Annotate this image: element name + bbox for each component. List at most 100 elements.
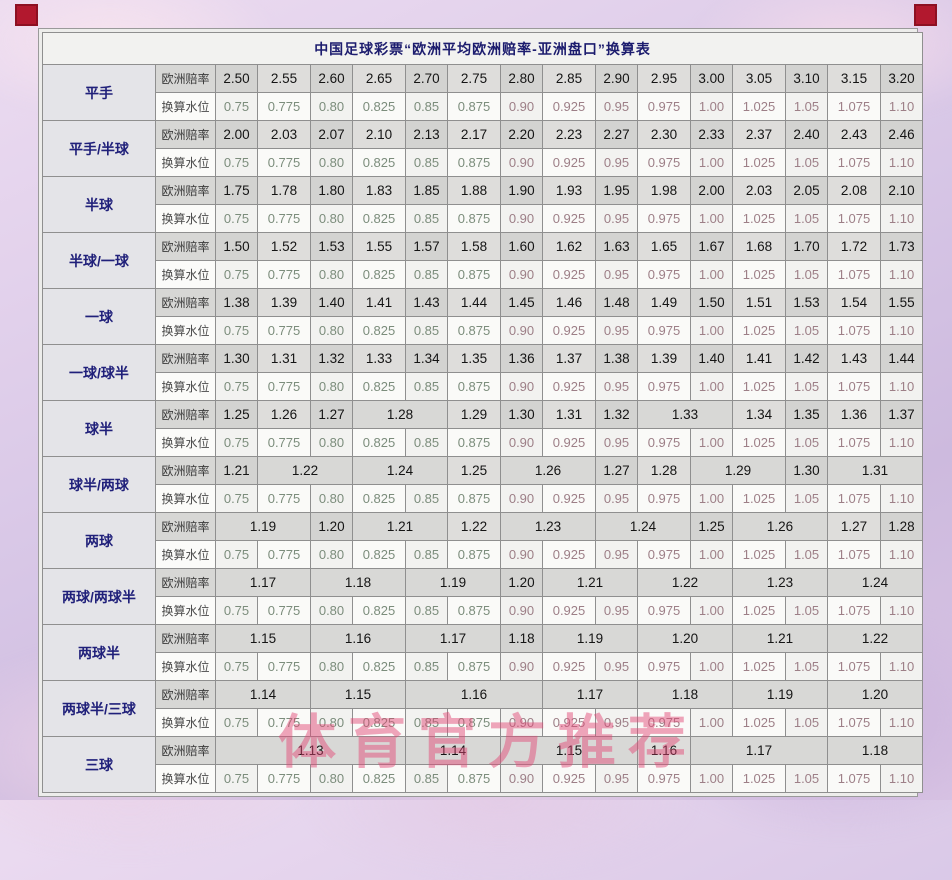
water-cell: 1.075 — [827, 204, 881, 233]
water-cell: 0.975 — [637, 708, 691, 737]
odds-cell: 1.60 — [500, 232, 543, 261]
water-cell: 0.825 — [352, 92, 406, 121]
odds-cell: 1.88 — [447, 176, 501, 205]
odds-cell: 1.27 — [595, 456, 638, 485]
water-cell: 1.05 — [785, 708, 828, 737]
odds-cell: 1.16 — [405, 680, 543, 709]
odds-row: 球半 欧洲赔率 1.25 1.26 1.27 1.28 1.29 1.30 1.31 1.32 1.… — [42, 400, 924, 457]
odds-cell: 2.50 — [215, 64, 258, 93]
water-cell: 1.025 — [732, 260, 786, 289]
water-cell: 1.075 — [827, 484, 881, 513]
water-cell: 0.975 — [637, 484, 691, 513]
water-cell: 0.875 — [447, 540, 501, 569]
water-cell: 0.775 — [257, 148, 311, 177]
odds-cell: 1.55 — [879, 288, 924, 317]
odds-cell: 1.53 — [310, 232, 353, 261]
odds-cell: 2.23 — [542, 120, 596, 149]
odds-cell: 1.23 — [500, 512, 596, 541]
odds-row-label: 欧洲赔率 — [155, 232, 216, 261]
water-cell: 1.025 — [732, 764, 786, 793]
odds-cell: 1.13 — [215, 736, 406, 765]
odds-cell: 1.33 — [352, 344, 406, 373]
odds-conversion-table: 中国足球彩票“欧洲平均欧洲赔率-亚洲盘口”换算表 平手 欧洲赔率 2.50 2.55 2… — [41, 32, 924, 793]
water-cell: 1.05 — [785, 372, 828, 401]
water-cell: 0.95 — [595, 764, 638, 793]
water-cell: 1.10 — [879, 484, 924, 513]
water-cell: 0.925 — [542, 540, 596, 569]
water-cell: 0.80 — [310, 92, 353, 121]
odds-row-label: 欧洲赔率 — [155, 568, 216, 597]
odds-cell: 2.13 — [405, 120, 448, 149]
water-cell: 0.85 — [405, 764, 448, 793]
odds-cell: 1.17 — [405, 624, 501, 653]
water-cell: 0.85 — [405, 316, 448, 345]
handicap-label: 球半 — [42, 400, 156, 457]
odds-cell: 1.24 — [595, 512, 691, 541]
water-cell: 0.75 — [215, 260, 258, 289]
handicap-label: 一球/球半 — [42, 344, 156, 401]
odds-cell: 1.53 — [785, 288, 828, 317]
water-cell: 1.00 — [690, 764, 733, 793]
odds-row: 平手/半球 欧洲赔率 2.00 2.03 2.07 2.10 2.13 2.17 2.20 2.2… — [42, 120, 924, 177]
water-row: 换算水位 0.75 0.775 0.80 0.825 0.85 0.875 0.90 0.925… — [43, 764, 924, 793]
water-cell: 0.975 — [637, 540, 691, 569]
odds-cell: 1.28 — [637, 456, 691, 485]
odds-cell: 1.29 — [447, 400, 501, 429]
odds-cell: 1.20 — [310, 512, 353, 541]
water-cell: 0.95 — [595, 204, 638, 233]
water-row: 换算水位 0.75 0.775 0.80 0.825 0.85 0.875 0.90 0.925… — [43, 316, 924, 345]
water-cell: 1.05 — [785, 652, 828, 681]
handicap-label: 两球 — [42, 512, 156, 569]
odds-cell: 1.18 — [637, 680, 733, 709]
water-row-label: 换算水位 — [155, 484, 216, 513]
odds-cell: 1.19 — [732, 680, 828, 709]
water-cell: 0.875 — [447, 204, 501, 233]
odds-row: 球半/两球 欧洲赔率 1.21 1.22 1.24 1.25 1.26 1.27 1.28 1.2… — [42, 456, 924, 513]
odds-cell: 1.39 — [637, 344, 691, 373]
water-cell: 0.85 — [405, 428, 448, 457]
odds-cell: 1.37 — [542, 344, 596, 373]
odds-cell: 1.15 — [500, 736, 638, 765]
water-cell: 0.875 — [447, 764, 501, 793]
odds-cell: 1.32 — [595, 400, 638, 429]
odds-cell: 1.30 — [215, 344, 258, 373]
water-cell: 0.925 — [542, 708, 596, 737]
water-cell: 1.075 — [827, 372, 881, 401]
odds-cell: 1.18 — [500, 624, 543, 653]
odds-row: 平手 欧洲赔率 2.50 2.55 2.60 2.65 2.70 2.75 2.80 2.85 2.… — [42, 64, 924, 121]
water-cell: 1.00 — [690, 260, 733, 289]
water-cell: 0.75 — [215, 372, 258, 401]
water-cell: 0.825 — [352, 764, 406, 793]
water-cell: 0.825 — [352, 596, 406, 625]
water-cell: 0.90 — [500, 92, 543, 121]
water-cell: 0.95 — [595, 148, 638, 177]
odds-cell: 1.23 — [732, 568, 828, 597]
odds-row: 半球 欧洲赔率 1.75 1.78 1.80 1.83 1.85 1.88 1.90 1.93 1.… — [42, 176, 924, 233]
water-cell: 0.875 — [447, 652, 501, 681]
odds-cell: 1.41 — [352, 288, 406, 317]
odds-cell: 2.10 — [879, 176, 924, 205]
odds-row-label: 欧洲赔率 — [155, 176, 216, 205]
water-cell: 0.85 — [405, 652, 448, 681]
water-cell: 1.025 — [732, 372, 786, 401]
odds-cell: 1.21 — [215, 456, 258, 485]
odds-row: 两球 欧洲赔率 1.19 1.20 1.21 1.22 1.23 1.24 1.25 1.26 1.… — [42, 512, 924, 569]
water-cell: 0.80 — [310, 708, 353, 737]
water-cell: 1.075 — [827, 652, 881, 681]
water-cell: 0.95 — [595, 428, 638, 457]
odds-row-label: 欧洲赔率 — [155, 344, 216, 373]
odds-row: 一球/球半 欧洲赔率 1.30 1.31 1.32 1.33 1.34 1.35 1.36 1.3… — [42, 344, 924, 401]
odds-cell: 3.15 — [827, 64, 881, 93]
odds-cell: 1.90 — [500, 176, 543, 205]
water-cell: 0.75 — [215, 484, 258, 513]
odds-cell: 1.67 — [690, 232, 733, 261]
water-cell: 0.825 — [352, 428, 406, 457]
odds-cell: 1.25 — [447, 456, 501, 485]
water-cell: 1.00 — [690, 204, 733, 233]
odds-cell: 1.22 — [637, 568, 733, 597]
odds-cell: 1.40 — [310, 288, 353, 317]
water-cell: 0.90 — [500, 372, 543, 401]
water-cell: 0.95 — [595, 540, 638, 569]
odds-cell: 2.03 — [732, 176, 786, 205]
water-cell: 0.85 — [405, 148, 448, 177]
